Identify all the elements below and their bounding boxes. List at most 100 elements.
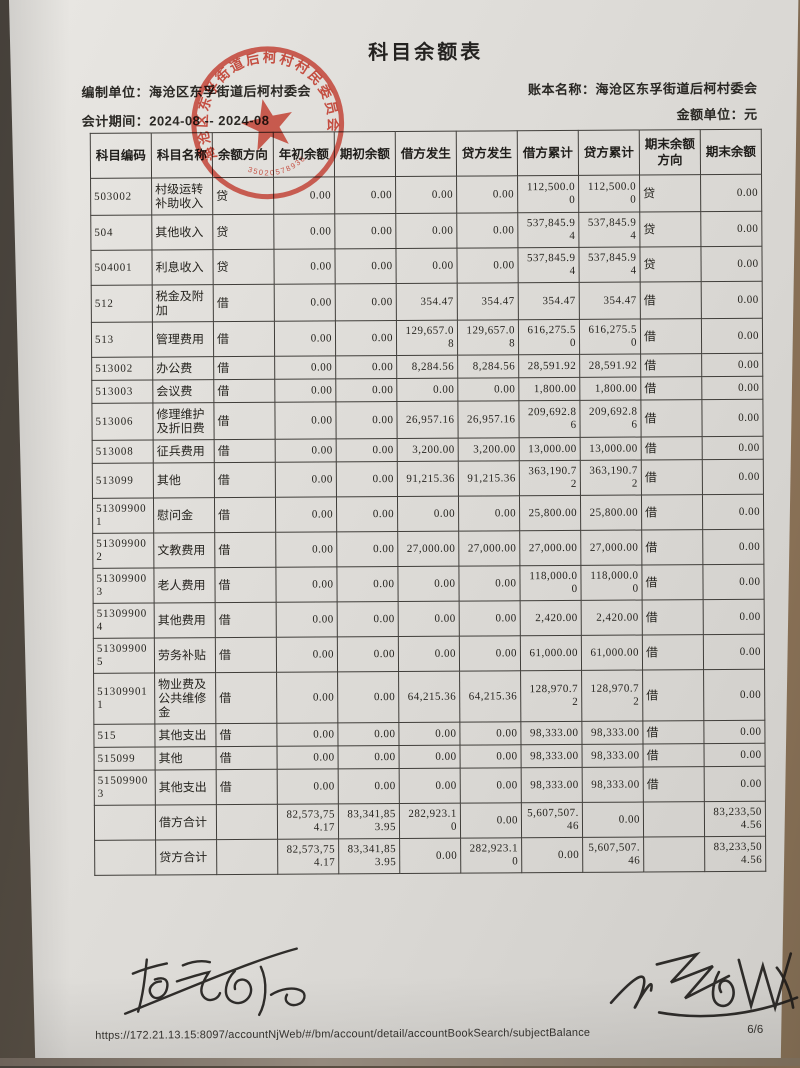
stamp-ring [191, 46, 345, 200]
cell-balance-direction: 借 [215, 672, 277, 724]
cell-credit-accumulated: 209,692.86 [579, 400, 642, 438]
cell-subject-code: 504 [90, 215, 152, 251]
cell-debit-occurred: 0.00 [395, 213, 457, 249]
cell-subject-code: 513099001 [92, 498, 154, 534]
cell-debit-accumulated: 209,692.86 [518, 400, 581, 438]
table-row: 513099002 文教费用借 0.00 0.00 27,000.00 27,000.00… [92, 529, 764, 569]
cell-debit-occurred: 282,923.10 [399, 803, 461, 839]
table-row: 513099005 劳务补贴借 0.00 0.00 0.00 0.00 61,000.00 6… [93, 634, 765, 674]
cell-subject-name: 办公费 [152, 356, 214, 381]
cell-begin-period-balance: 0.00 [337, 636, 399, 672]
cell-end-balance: 0.00 [703, 669, 765, 721]
cell-balance-direction: 贷 [212, 249, 275, 285]
cell-credit-accumulated: 128,970.72 [581, 670, 643, 722]
cell-subject-code: 513099003 [92, 568, 155, 604]
cell-credit-accumulated: 98,333.00 [581, 744, 644, 768]
cell-begin-period-balance: 0.00 [336, 531, 398, 567]
cell-credit-accumulated: 354.47 [579, 282, 641, 320]
cell-end-balance-direction: 借 [641, 494, 703, 531]
cell-begin-period-balance: 0.00 [335, 283, 397, 321]
cell-subject-code: 513099005 [93, 638, 155, 674]
cell-end-balance-direction: 借 [642, 634, 704, 671]
cell-debit-occurred: 64,215.36 [398, 671, 460, 723]
cell-begin-year-balance: 0.00 [273, 248, 336, 285]
cell-debit-occurred: 8,284.56 [396, 355, 458, 379]
cell-begin-period-balance: 0.00 [337, 722, 399, 746]
cell-begin-period-balance: 0.00 [336, 461, 398, 497]
cell-subject-code: 504001 [90, 250, 153, 286]
cell-credit-occurred: 8,284.56 [457, 354, 519, 379]
cell-balance-direction: 借 [213, 379, 275, 403]
cell-end-balance-direction: 借 [642, 669, 704, 722]
cell-credit-occurred: 0.00 [458, 495, 520, 532]
cell-debit-accumulated: 118,000.00 [519, 565, 582, 601]
cell-subject-name: 征兵费用 [153, 439, 215, 464]
cell-debit-accumulated: 2,420.00 [520, 600, 582, 636]
cell-begin-year-balance: 82,573,754.17 [277, 803, 339, 840]
cell-begin-year-balance: 0.00 [274, 401, 337, 440]
page-number: 6/6 [747, 1023, 764, 1036]
cell-credit-occurred: 0.00 [460, 802, 522, 839]
cell-begin-year-balance: 0.00 [276, 671, 338, 724]
cell-subject-code: 515099003 [94, 770, 156, 806]
cell-credit-accumulated: 25,800.00 [580, 495, 642, 531]
cell-debit-accumulated: 13,000.00 [519, 437, 581, 461]
cell-debit-occurred: 0.00 [395, 248, 458, 284]
cell-balance-direction: 借 [215, 637, 277, 673]
cell-begin-period-balance: 0.00 [336, 566, 399, 602]
column-header-end-balance: 期末余额 [700, 129, 762, 175]
cell-credit-accumulated: 2,420.00 [581, 600, 643, 636]
cell-end-balance-direction: 借 [640, 353, 702, 378]
cell-begin-year-balance: 0.00 [275, 566, 338, 603]
cell-end-balance: 0.00 [700, 246, 763, 282]
cell-debit-accumulated: 25,800.00 [519, 495, 581, 531]
cell-begin-period-balance: 0.00 [335, 355, 397, 379]
cell-begin-period-balance: 0.00 [336, 438, 398, 462]
cell-balance-direction: 借 [213, 284, 275, 322]
cell-end-balance-direction: 借 [640, 318, 702, 355]
cell-end-balance: 0.00 [701, 281, 763, 319]
cell-subject-code: 513008 [92, 440, 154, 464]
cell-begin-year-balance: 0.00 [273, 213, 335, 250]
cell-begin-year-balance: 82,573,754.17 [277, 838, 339, 875]
cell-subject-code: 512 [91, 285, 153, 323]
cell-debit-accumulated: 28,591.92 [518, 354, 580, 378]
cell-subject-code [94, 805, 156, 841]
cell-subject-name: 其他支出 [154, 723, 217, 748]
cell-credit-occurred: 0.00 [460, 767, 522, 804]
table-row: 513099001 慰问金借 0.00 0.00 0.00 0.00 25,800.00 25… [92, 494, 764, 534]
cell-end-balance-direction: 借 [641, 436, 703, 461]
cell-credit-occurred: 0.00 [457, 377, 519, 402]
cell-credit-occurred: 64,215.36 [459, 670, 521, 723]
cell-balance-direction: 借 [214, 532, 276, 568]
cell-debit-occurred: 0.00 [398, 745, 461, 769]
cell-subject-name: 其他 [153, 462, 215, 499]
cell-balance-direction: 借 [214, 462, 276, 498]
cell-subject-name: 慰问金 [153, 497, 215, 534]
cell-end-balance: 0.00 [701, 353, 763, 377]
cell-debit-occurred: 0.00 [398, 722, 460, 746]
cell-balance-direction: 借 [216, 746, 278, 770]
stamp-code: 35020578936 [245, 152, 310, 182]
cell-credit-accumulated: 537,845.94 [578, 247, 641, 283]
cell-credit-occurred: 0.00 [458, 565, 521, 602]
cell-subject-name: 利息收入 [151, 249, 214, 286]
cell-subject-name: 其他费用 [154, 602, 216, 639]
cell-begin-period-balance: 0.00 [338, 768, 400, 804]
cell-end-balance-direction: 贷 [639, 246, 702, 283]
cell-subject-code: 513099002 [92, 533, 154, 569]
cell-balance-direction: 借 [213, 321, 275, 357]
cell-begin-year-balance: 0.00 [275, 461, 337, 498]
cell-balance-direction [216, 804, 278, 840]
cell-subject-code: 513 [91, 322, 153, 358]
cell-begin-period-balance: 0.00 [335, 378, 397, 402]
cell-subject-name: 其他 [155, 746, 217, 771]
cell-credit-accumulated: 537,845.94 [578, 212, 640, 248]
cell-begin-period-balance: 0.00 [337, 601, 399, 637]
cell-debit-accumulated: 537,845.94 [517, 247, 580, 283]
cell-end-balance: 0.00 [702, 436, 764, 460]
cell-begin-year-balance: 0.00 [276, 722, 339, 747]
table-row: 503002 村级运转补助收入贷 0.00 0.00 0.00 0.00 112,500.0… [90, 174, 762, 216]
column-header-end-balance-direction: 期末余额方向 [639, 129, 701, 176]
cell-credit-occurred: 0.00 [456, 175, 518, 214]
